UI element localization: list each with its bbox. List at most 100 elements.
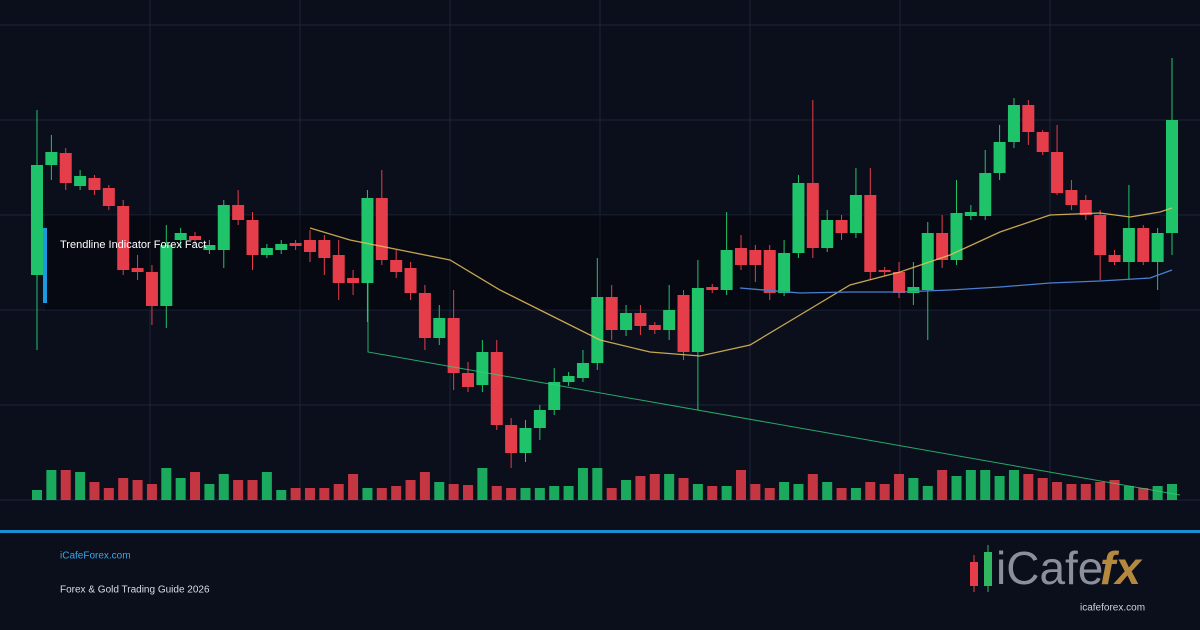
volume-bar [362,488,373,500]
title-accent [43,228,47,303]
volume-bar [146,484,157,500]
volume-bar [865,482,876,500]
logo-brand: iCafe [996,542,1103,594]
divider [0,530,1200,533]
candle-body [332,255,345,283]
volume-bar [750,484,761,500]
volume-bar [32,490,42,500]
volume-bar [1037,478,1048,500]
volume-bar [563,486,574,500]
volume-bar [577,468,588,500]
volume-bar [894,474,905,500]
candle-body [361,198,374,283]
candle-body [45,152,58,165]
candle-body [1079,200,1092,215]
candle-body [620,313,633,330]
candle-body [792,183,805,253]
candle-body [677,295,690,352]
candle-body [1151,233,1164,262]
volume-bar [951,476,962,500]
volume-bar [606,488,617,500]
candle-body [102,188,115,206]
volume-bar [850,488,861,500]
candle-body [145,272,158,306]
logo: iCafe fx icafeforex.com [970,542,1145,614]
candle-body [505,425,518,453]
candle-body [907,287,920,293]
candle-body [74,176,87,186]
candle-body [849,195,862,233]
candle-body [864,195,877,272]
candle-body [634,313,647,326]
volume-bar [1008,470,1019,500]
candle-body [576,363,589,378]
candle-body [289,243,302,246]
volume-bar [103,488,114,500]
volume-bar [477,468,488,500]
volume-bar [89,482,100,500]
volume-bar [233,480,244,500]
volume-bar [779,482,790,500]
candle-body [476,352,489,385]
volume-bar [391,486,402,500]
volume-bar [735,470,746,500]
volume-bar [46,470,57,500]
candle-body [189,236,202,240]
volume-bar [692,484,703,500]
volume-bar [175,478,186,500]
candle-body [203,245,216,250]
candle-body [993,142,1006,173]
volume-bar [822,482,833,500]
logo-icon [984,552,992,586]
candle-body [490,352,503,425]
candle-body [835,220,848,233]
volume-bar [549,486,560,500]
volume-bar [1152,486,1163,500]
candle-body [648,325,661,330]
candle-body [1166,120,1178,233]
candle-body [447,318,460,373]
volume-bar [60,470,71,500]
candle-body [548,382,561,410]
logo-icon [970,562,978,586]
volume-bar [664,474,675,500]
volume-bar [319,488,330,500]
volume-bar [247,480,258,500]
candle-body [88,178,101,190]
moving-average-slow [739,269,1173,294]
candle-body [533,410,546,428]
candle-body [749,250,762,265]
candle-body [1122,228,1135,262]
volume-bar [290,488,301,500]
volume-bar [965,470,976,500]
candle-body [404,268,417,293]
volume-bar [1109,480,1120,500]
volume-bar [1138,488,1149,500]
candle-body [778,253,791,293]
volume-bar [922,486,933,500]
volume-bar [376,488,387,500]
volume-bar [994,476,1005,500]
candle-body [821,220,834,248]
volume-bar [793,484,804,500]
candle-body [433,318,446,338]
candle-body [950,213,963,260]
candle-body [390,260,403,272]
candle-body [763,250,776,293]
candle-body [347,278,360,283]
candle-body [375,198,388,260]
volume-bar [649,474,660,500]
candle-body [303,240,316,252]
candle-body [806,183,819,248]
candle-body [720,250,733,290]
candle-body [1137,228,1150,262]
volume-bar [678,478,689,500]
volume-bar [190,472,201,500]
candle-body [921,233,934,290]
candle-body [418,293,431,338]
volume-bar [118,478,129,500]
volume-bar [937,470,948,500]
candle-body [519,428,532,453]
